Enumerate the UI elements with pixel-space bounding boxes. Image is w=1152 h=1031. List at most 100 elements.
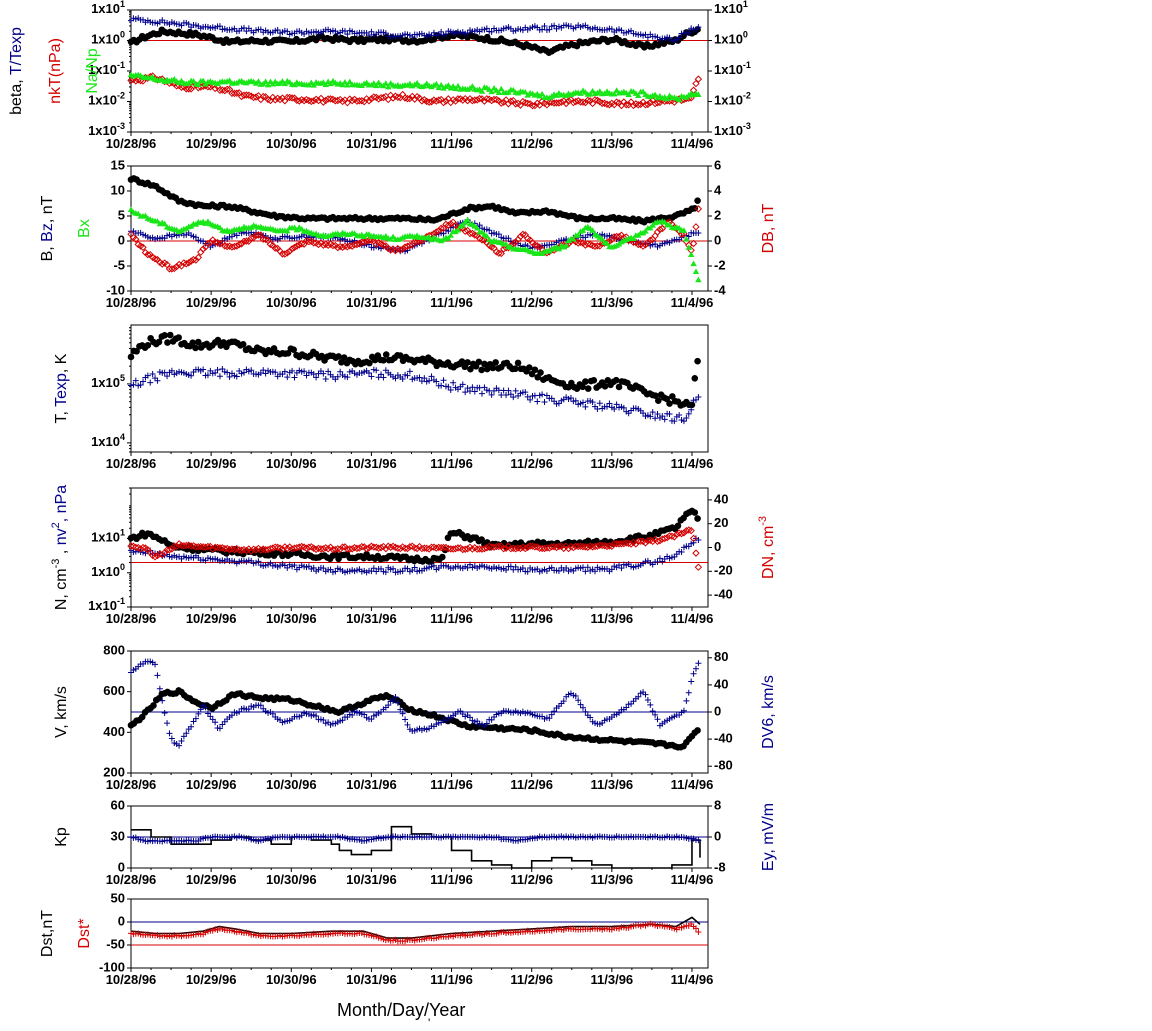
DV6-point xyxy=(154,672,161,679)
density-right0-label: DN, cm-3 xyxy=(757,516,777,579)
temperature-date-label: 10/28/96 xyxy=(106,456,157,471)
label-part: B, xyxy=(39,242,56,262)
Kp-line xyxy=(131,825,701,869)
ratios-left1-label: nkT(nPa) xyxy=(47,38,64,104)
DB-point xyxy=(305,237,313,246)
T/Texp-point xyxy=(483,25,490,32)
nkT(nPa)-point xyxy=(480,97,489,105)
Texp-point xyxy=(572,397,579,404)
Texp-point xyxy=(240,369,247,376)
ratios-tick-label: 1x100 xyxy=(91,30,125,47)
Texp-point xyxy=(428,373,435,380)
DN-point xyxy=(362,545,371,553)
DN-point xyxy=(574,542,582,551)
nkT(nPa)-point xyxy=(545,98,554,107)
Texp-point xyxy=(188,372,195,379)
DB-point xyxy=(497,249,505,258)
DN-point xyxy=(139,543,147,552)
velocity-right0-label: DV6, km/s xyxy=(760,675,777,749)
Na/Np-point xyxy=(498,85,505,92)
DV6-point xyxy=(577,701,584,708)
Texp-point xyxy=(334,373,341,380)
velocity-date-label: 10/30/96 xyxy=(266,777,317,792)
DN-point xyxy=(586,542,594,550)
label-part: V, km/s xyxy=(53,686,70,738)
DN-point xyxy=(665,532,674,540)
T-point xyxy=(525,364,533,371)
Texp-point xyxy=(604,403,611,410)
Texp-point xyxy=(168,367,175,374)
DB-point xyxy=(170,264,178,273)
T-point xyxy=(195,338,202,346)
DN-point xyxy=(194,543,203,551)
DN-point xyxy=(165,546,174,554)
density-date-label: 11/2/96 xyxy=(510,611,553,626)
DB-point xyxy=(281,250,289,258)
nv2-point xyxy=(332,568,339,575)
nv2-point xyxy=(555,568,562,575)
dst-date-label: 10/28/96 xyxy=(106,972,157,987)
DN-point xyxy=(386,543,395,551)
Na/Np-point xyxy=(639,88,647,95)
DN-point xyxy=(420,544,429,552)
DN-point xyxy=(187,542,195,550)
velocity-tick-label: -80 xyxy=(714,758,733,773)
kp_ey-right0-label: Ey, mV/m xyxy=(760,803,777,871)
kp_ey-date-label: 10/28/96 xyxy=(106,872,157,887)
label-part: , nT xyxy=(39,195,56,223)
DV6-point xyxy=(161,709,168,716)
DN-point xyxy=(548,543,556,551)
DB-point xyxy=(435,227,443,235)
label-part: -3 xyxy=(757,516,769,526)
nkT(nPa)-point xyxy=(454,95,462,103)
nv2-point xyxy=(584,564,591,571)
Na/Np-point xyxy=(437,81,445,88)
ratios-tick-label: 1x10-2 xyxy=(88,91,125,108)
DV6-point xyxy=(652,711,659,718)
DB-point xyxy=(211,238,219,246)
ratios-date-label: 11/3/96 xyxy=(591,136,634,151)
Texp-point xyxy=(510,394,517,401)
DN-point xyxy=(677,529,686,538)
nv2-point xyxy=(404,565,411,572)
DB-point xyxy=(367,236,376,245)
DB-point xyxy=(139,243,147,252)
field-left1-label: Bx xyxy=(76,219,93,238)
DV6-point xyxy=(548,711,555,718)
Na/Np-point xyxy=(344,81,351,88)
DV6-point xyxy=(168,735,175,742)
DV6-point xyxy=(644,696,651,703)
DN-point xyxy=(536,544,544,552)
DV6-point xyxy=(575,697,582,704)
Bx-point xyxy=(687,251,695,258)
T-point xyxy=(669,393,676,400)
DB-point xyxy=(584,240,592,248)
nkT(nPa)-point xyxy=(211,84,219,93)
DB-point xyxy=(151,255,159,263)
DN-point xyxy=(603,542,611,551)
Bz-point xyxy=(685,233,692,240)
Texp-point xyxy=(378,371,385,378)
Texp-point xyxy=(589,399,596,406)
nkT(nPa)-point xyxy=(406,94,414,103)
nkT(nPa)-point xyxy=(401,94,409,102)
Bx-point xyxy=(695,276,702,283)
dst-tick-label: -100 xyxy=(99,959,125,974)
Texp-point xyxy=(216,373,223,380)
Dst*-point xyxy=(695,928,702,935)
Texp-point xyxy=(322,375,329,382)
DB-point xyxy=(158,260,166,268)
label-part: beta, xyxy=(8,75,25,115)
nkT(nPa)-point xyxy=(177,83,186,91)
Bx-point xyxy=(454,226,462,233)
nkT(nPa)-point xyxy=(233,89,241,97)
Texp-point xyxy=(661,416,668,423)
N-point xyxy=(439,553,446,561)
DN-point xyxy=(656,536,664,545)
Texp-point xyxy=(137,381,144,388)
Na/Np-point xyxy=(611,90,618,97)
T-point xyxy=(478,366,485,374)
dst-tick-label: 0 xyxy=(118,913,125,928)
Dst*-point xyxy=(692,925,699,932)
DB-point xyxy=(204,239,212,248)
